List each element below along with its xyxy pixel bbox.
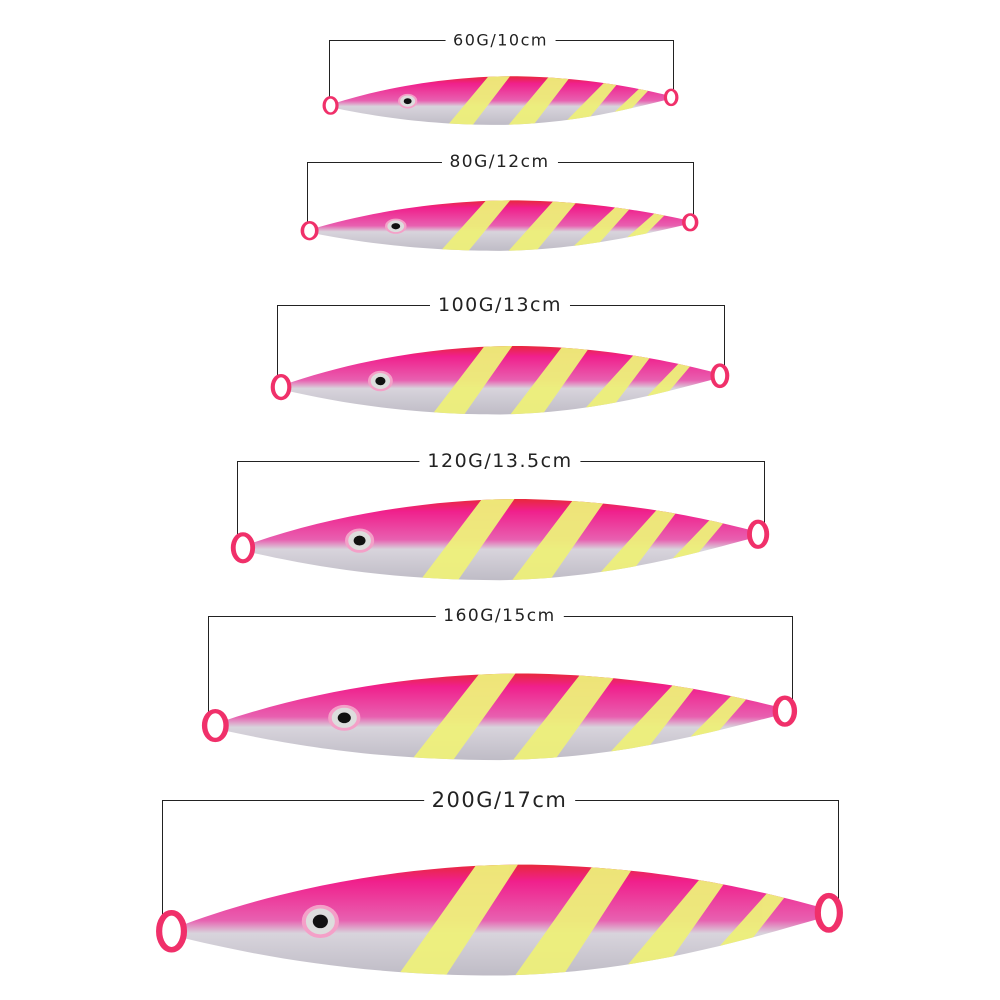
lure-image [270,345,730,415]
split-ring-front [201,708,229,743]
stripe [446,76,512,125]
stripe [513,864,638,976]
stripe [642,362,694,401]
stripe [578,355,652,415]
split-ring-rear [682,213,699,232]
size-label: 160G/15cm [435,606,564,626]
stripe [507,200,580,251]
stripe [684,694,751,743]
stripe [511,673,619,761]
stripe [616,879,727,976]
lure-image [322,76,679,125]
stripe [591,510,679,581]
stripe [611,88,651,116]
split-ring-rear [814,892,843,933]
split-ring-front [230,532,256,564]
stripe [409,673,518,761]
split-ring-rear [747,519,770,549]
size-label: 200G/17cm [423,788,576,812]
stripe [667,519,727,564]
size-label: 100G/13cm [429,294,571,316]
size-label: 60G/10cm [445,30,556,50]
split-ring-front [322,96,339,115]
lure-image [201,673,798,761]
stripe [567,207,632,251]
split-ring-rear [772,695,798,727]
lure-image [230,499,770,581]
stripe [419,499,517,581]
lure-image [156,864,843,976]
stripe [431,345,514,415]
split-ring-front [156,910,188,953]
lure-image [300,200,699,251]
stripe [600,685,697,761]
stripe [623,212,668,241]
stripe [713,891,789,954]
size-label: 80G/12cm [441,152,558,172]
stripe [507,76,572,125]
stripe [439,200,512,251]
stripe [509,345,592,415]
stripe [561,82,619,125]
split-ring-front [270,374,292,401]
stripe [396,864,521,976]
split-ring-rear [663,88,679,107]
size-label: 120G/13.5cm [419,450,581,472]
split-ring-rear [710,363,730,389]
split-ring-front [300,221,319,241]
stripe [510,499,608,581]
